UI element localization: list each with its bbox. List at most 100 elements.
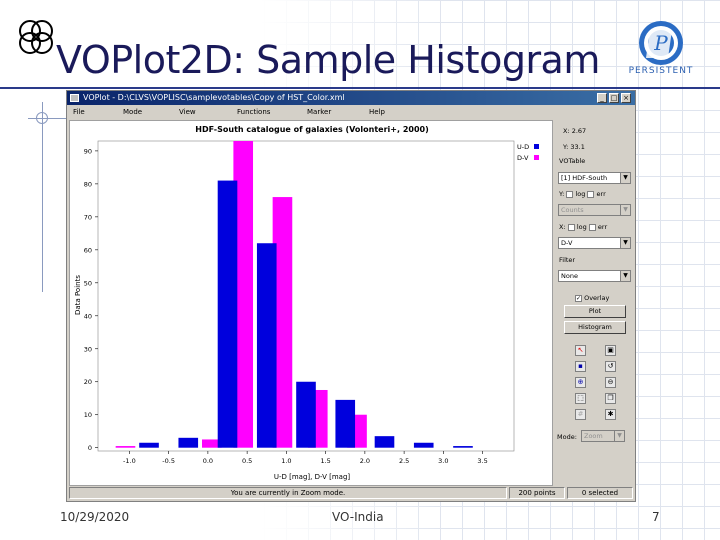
print-icon[interactable]: ▪ [575, 361, 586, 372]
x-column-select[interactable]: D-V ▼ [558, 237, 631, 249]
y-label: Y: [559, 190, 565, 198]
y-tick-label: 50 [84, 279, 92, 287]
x-options: X: log err [559, 223, 607, 231]
save-icon[interactable]: ▣ [605, 345, 616, 356]
x-tick-label: 1.5 [320, 457, 330, 465]
zoom-in-icon[interactable]: ⊕ [575, 377, 586, 388]
legend-item-ud: U-D [517, 143, 540, 151]
x-column-value: D-V [561, 239, 573, 247]
y-err-checkbox[interactable] [587, 190, 595, 198]
cursor-icon[interactable]: ↖ [575, 345, 586, 356]
x-tick-label: 2.5 [399, 457, 409, 465]
y-options: Y: log err [559, 190, 606, 198]
x-tick-label: -0.5 [162, 457, 175, 465]
voplot-window: VOPlot - D:\CLVS\VOPLISC\samplevotables\… [66, 90, 636, 502]
x-tick-label: 3.5 [477, 457, 487, 465]
menu-functions[interactable]: Functions [237, 108, 271, 116]
y-tick-label: 10 [84, 411, 92, 419]
menu-view[interactable]: View [179, 108, 196, 116]
y-axis-label: Data Points [73, 275, 82, 315]
mode-value: Zoom [584, 432, 603, 440]
overlay-label: Overlay [584, 294, 610, 302]
legend-label: U-D [517, 143, 530, 151]
histogram-bar [139, 442, 159, 448]
x-tick-label: 0.0 [203, 457, 213, 465]
dropdown-arrow-icon: ▼ [614, 431, 624, 441]
footer-page-number: 7 [652, 510, 660, 524]
menu-marker[interactable]: Marker [307, 108, 332, 116]
y-tick-label: 70 [84, 213, 92, 221]
y-log-checkbox[interactable] [566, 190, 574, 198]
settings-icon[interactable]: ✱ [605, 409, 616, 420]
dropdown-arrow-icon: ▼ [620, 173, 630, 183]
menu-mode[interactable]: Mode [123, 108, 143, 116]
votable-select[interactable]: [1] HDF-South ▼ [558, 172, 631, 184]
votable-value: [1] HDF-South [561, 174, 608, 182]
histogram-bar [256, 243, 277, 448]
legend-item-dv: D-V [517, 154, 539, 162]
x-readout: X: 2.67 [563, 127, 587, 135]
chart-title: HDF-South catalogue of galaxies (Volonte… [195, 125, 429, 134]
filter-select[interactable]: None ▼ [558, 270, 631, 282]
window-titlebar[interactable]: VOPlot - D:\CLVS\VOPLISC\samplevotables\… [67, 91, 635, 105]
y-readout: Y: 33.1 [563, 143, 585, 151]
minimize-button[interactable]: _ [597, 93, 607, 103]
crosshair-decoration-circle [36, 112, 48, 124]
maximize-button[interactable]: □ [609, 93, 619, 103]
persistent-logo-icon: P [639, 21, 683, 65]
overlay-option: ✓ Overlay [575, 294, 609, 302]
plot-frame [97, 140, 515, 452]
dropdown-arrow-icon: ▼ [620, 205, 630, 215]
x-err-label: err [597, 223, 608, 231]
y-tick-label: 20 [84, 378, 92, 386]
x-tick-label: 0.5 [242, 457, 252, 465]
title-divider [0, 87, 720, 89]
x-err-checkbox[interactable] [588, 223, 596, 231]
y-tick-label: 30 [84, 345, 92, 353]
overlay-checkbox[interactable]: ✓ [575, 294, 582, 302]
menu-bar: File Mode View Functions Marker Help [67, 106, 635, 119]
histogram-chart[interactable]: 0 10 20 30 40 50 60 70 80 90 -1.0 -0.5 0.0 0.5 1.0 1.5 2… [70, 121, 554, 487]
grid-icon[interactable]: # [575, 409, 586, 420]
x-tick-label: 2.0 [360, 457, 370, 465]
x-tick-label: -1.0 [123, 457, 136, 465]
app-icon [70, 94, 79, 102]
menu-file[interactable]: File [73, 108, 85, 116]
y-column-select[interactable]: Counts ▼ [558, 204, 631, 216]
y-tick-label: 80 [84, 180, 92, 188]
legend-swatch [534, 144, 540, 149]
filter-label: Filter [559, 256, 576, 264]
crosshair-decoration [42, 102, 43, 292]
close-button[interactable]: × [621, 93, 631, 103]
status-points: 200 points [509, 487, 565, 499]
histogram-button[interactable]: Histogram [564, 321, 626, 334]
rings-logo-icon [19, 20, 53, 54]
dropdown-arrow-icon: ▼ [620, 238, 630, 248]
filter-value: None [561, 272, 578, 280]
y-tick-label: 90 [84, 147, 92, 155]
mode-select[interactable]: Zoom ▼ [581, 430, 625, 442]
y-tick-label: 0 [88, 444, 92, 452]
y-column-value: Counts [561, 206, 584, 214]
select-icon[interactable]: ⬚ [575, 393, 586, 404]
menu-help[interactable]: Help [369, 108, 385, 116]
reset-icon[interactable]: ↺ [605, 361, 616, 372]
svg-text:P: P [653, 31, 668, 55]
control-panel: X: 2.67 Y: 33.1 U-D D-V VOTable [1] HDF-… [517, 120, 635, 486]
plot-area[interactable]: HDF-South catalogue of galaxies (Volonte… [69, 120, 553, 486]
y-err-label: err [596, 190, 606, 198]
zoom-out-icon[interactable]: ⊖ [605, 377, 616, 388]
persistent-logo-text: PERSISTENT [628, 66, 694, 76]
footer-date: 10/29/2020 [60, 510, 130, 524]
x-tick-label: 3.0 [438, 457, 448, 465]
x-log-checkbox[interactable] [567, 223, 575, 231]
histogram-bar [233, 141, 254, 448]
x-log-label: log [576, 223, 587, 231]
copy-icon[interactable]: ❐ [605, 393, 616, 404]
plot-button[interactable]: Plot [564, 305, 626, 318]
y-tick-label: 40 [84, 312, 92, 320]
histogram-bar [178, 437, 199, 448]
histogram-bar [296, 381, 316, 448]
y-log-label: log [575, 190, 586, 198]
votable-label: VOTable [559, 157, 586, 165]
